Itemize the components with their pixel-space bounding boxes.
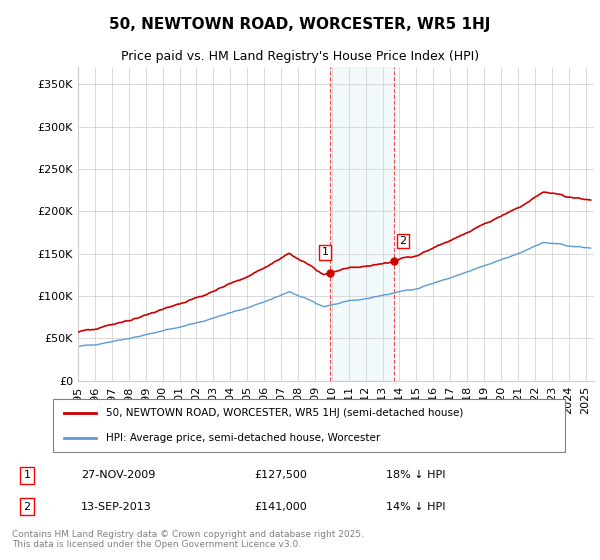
Text: 2: 2 [399,236,406,246]
Text: HPI: Average price, semi-detached house, Worcester: HPI: Average price, semi-detached house,… [106,433,380,443]
Text: 14% ↓ HPI: 14% ↓ HPI [386,502,446,511]
Text: 1: 1 [23,470,31,480]
Text: 27-NOV-2009: 27-NOV-2009 [81,470,155,480]
Text: 2: 2 [23,502,31,511]
Text: 18% ↓ HPI: 18% ↓ HPI [386,470,446,480]
Bar [330,67,394,381]
Text: £141,000: £141,000 [254,502,307,511]
Text: 13-SEP-2013: 13-SEP-2013 [81,502,152,511]
Text: Contains HM Land Registry data © Crown copyright and database right 2025.
This d: Contains HM Land Registry data © Crown c… [12,530,364,549]
FancyBboxPatch shape [53,399,565,452]
Text: 50, NEWTOWN ROAD, WORCESTER, WR5 1HJ (semi-detached house): 50, NEWTOWN ROAD, WORCESTER, WR5 1HJ (se… [106,408,463,418]
Text: £127,500: £127,500 [254,470,307,480]
Text: 50, NEWTOWN ROAD, WORCESTER, WR5 1HJ: 50, NEWTOWN ROAD, WORCESTER, WR5 1HJ [109,17,491,32]
Text: 1: 1 [322,248,329,258]
Text: Price paid vs. HM Land Registry's House Price Index (HPI): Price paid vs. HM Land Registry's House … [121,50,479,63]
